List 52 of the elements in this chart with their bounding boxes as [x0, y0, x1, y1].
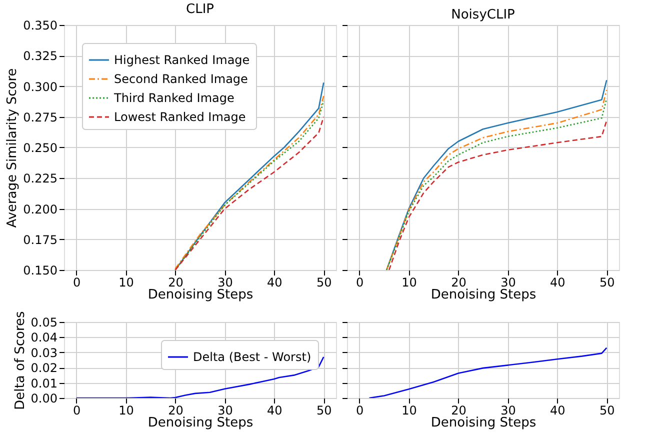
x-tick-label: 20: [451, 404, 466, 418]
x-tick-label: 50: [316, 404, 332, 418]
y-tick-label: 0.225: [23, 172, 58, 186]
x-tick-label: 50: [599, 404, 615, 418]
x-tick-label: 20: [168, 276, 184, 290]
y-tick-label: 0.350: [23, 18, 58, 32]
x-tick-label: 0: [73, 276, 81, 290]
y-tick-label: 0.05: [30, 316, 58, 330]
legend-label: Second Ranked Image: [114, 72, 248, 86]
x-tick-label: 30: [218, 404, 233, 418]
x-tick-label: 40: [267, 404, 282, 418]
x-tick-label: 30: [218, 276, 233, 290]
x-tick-label: 10: [118, 404, 134, 418]
y-tick-label: 0.275: [23, 110, 58, 124]
x-tick-label: 10: [118, 276, 134, 290]
x-axis-title: Denoising Steps: [430, 288, 536, 302]
y-axis-title: Average Similarity Score: [5, 68, 20, 228]
y-tick-label: 0.200: [23, 202, 58, 216]
legend-label: Highest Ranked Image: [114, 53, 250, 67]
y-tick-label: 0.250: [23, 141, 58, 155]
x-tick-label: 40: [550, 276, 566, 290]
y-tick-label: 0.300: [23, 80, 58, 94]
x-tick-label: 50: [316, 276, 332, 290]
chart-title: NoisyCLIP: [451, 8, 516, 22]
y-tick-label: 0.04: [30, 330, 58, 345]
x-axis-title: Denoising Steps: [430, 416, 536, 430]
x-axis-title: Denoising Steps: [148, 288, 254, 302]
legend-label: Third Ranked Image: [113, 91, 234, 105]
y-tick-label: 0.03: [30, 346, 58, 360]
x-tick-label: 0: [73, 404, 81, 418]
x-tick-label: 40: [267, 276, 282, 290]
y-tick-label: 0.01: [30, 376, 58, 390]
legend-label: Delta (Best - Worst): [193, 350, 312, 364]
chart-title: CLIP: [186, 2, 214, 17]
x-tick-label: 50: [599, 276, 615, 290]
x-tick-label: 30: [500, 276, 516, 290]
y-tick-label: 0.150: [23, 264, 58, 278]
y-axis-title: Delta of Scores: [12, 310, 28, 410]
y-tick-label: 0.00: [30, 392, 58, 406]
x-tick-label: 0: [356, 276, 364, 290]
x-tick-label: 30: [500, 404, 516, 418]
x-tick-label: 20: [451, 276, 466, 290]
y-tick-label: 0.02: [30, 361, 58, 376]
x-axis-title: Denoising Steps: [148, 416, 254, 430]
x-tick-label: 20: [168, 404, 184, 418]
x-tick-label: 10: [402, 404, 417, 418]
x-tick-label: 40: [550, 404, 566, 418]
legend-label: Lowest Ranked Image: [114, 110, 246, 124]
y-tick-label: 0.175: [23, 232, 58, 247]
x-tick-label: 10: [402, 276, 417, 290]
x-tick-label: 0: [356, 404, 364, 418]
y-tick-label: 0.325: [23, 49, 58, 64]
